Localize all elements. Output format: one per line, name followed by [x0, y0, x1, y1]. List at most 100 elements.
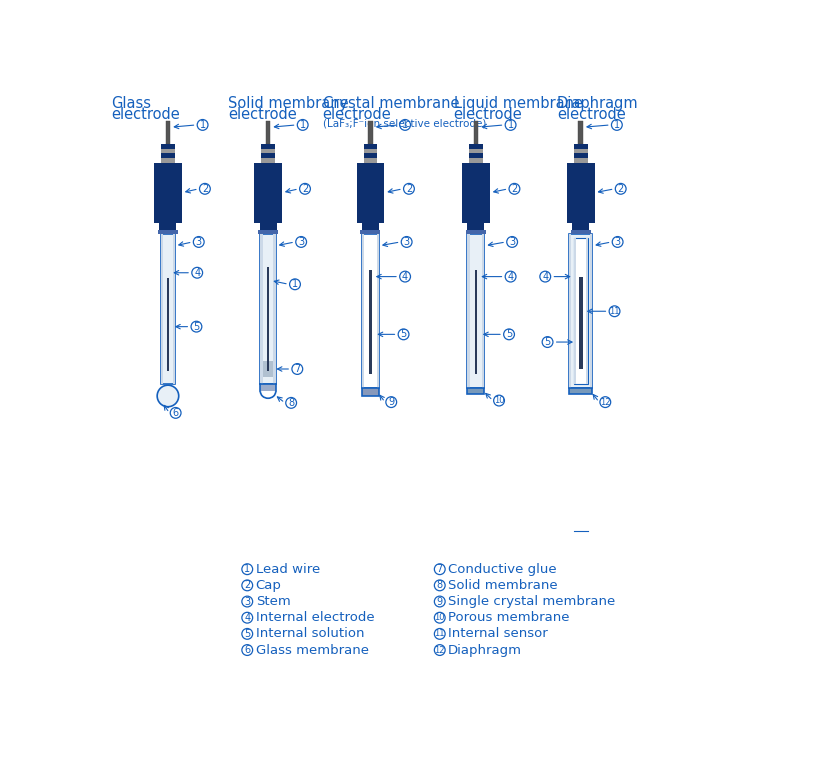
Bar [161, 234, 164, 384]
Bar [473, 121, 478, 144]
Bar [579, 277, 583, 369]
Text: Cap: Cap [256, 579, 282, 592]
Bar [468, 234, 470, 389]
Bar [590, 234, 592, 389]
Text: Glass: Glass [111, 96, 151, 111]
Text: Stem: Stem [256, 595, 290, 608]
Text: 8: 8 [288, 398, 294, 408]
Text: 5: 5 [544, 337, 551, 347]
Text: 4: 4 [507, 272, 514, 282]
Text: 3: 3 [298, 237, 304, 247]
Bar [468, 389, 484, 394]
Bar [154, 163, 182, 223]
Text: 5: 5 [506, 330, 512, 340]
Text: (LaF₃;F⁻ion selective electrode): (LaF₃;F⁻ion selective electrode) [323, 119, 486, 129]
Bar [362, 389, 379, 396]
Text: 2: 2 [406, 184, 412, 194]
Bar [166, 121, 170, 144]
Bar [466, 230, 486, 234]
Bar [376, 234, 379, 389]
Bar [363, 154, 377, 158]
Bar [574, 148, 588, 154]
Bar [569, 389, 592, 395]
Bar [159, 223, 177, 230]
Text: Lead wire: Lead wire [256, 563, 320, 576]
Text: Solid membrane: Solid membrane [228, 96, 349, 111]
Text: Single crystal membrane: Single crystal membrane [448, 595, 616, 608]
Bar [261, 158, 275, 163]
Text: Conductive glue: Conductive glue [448, 563, 556, 576]
Text: 3: 3 [404, 237, 409, 247]
Bar [161, 234, 175, 384]
Text: 4: 4 [543, 272, 548, 282]
Circle shape [157, 385, 178, 407]
Text: 3: 3 [509, 237, 515, 247]
Bar [362, 223, 379, 230]
Bar [357, 163, 385, 223]
Bar [574, 144, 588, 148]
Text: 1: 1 [300, 120, 306, 130]
Text: Crystal membrane: Crystal membrane [323, 96, 459, 111]
Bar [567, 163, 594, 223]
Bar [483, 234, 484, 389]
Text: 1: 1 [292, 279, 298, 289]
Text: Diaphragm: Diaphragm [556, 96, 639, 111]
Bar [572, 223, 589, 230]
Bar [469, 144, 483, 148]
Text: 1: 1 [507, 120, 514, 130]
Text: Solid membrane: Solid membrane [448, 579, 558, 592]
Bar [570, 230, 591, 234]
Bar [462, 163, 490, 223]
Text: 6: 6 [173, 408, 178, 418]
Text: 1: 1 [614, 120, 620, 130]
Bar [363, 144, 377, 148]
Bar [469, 154, 483, 158]
Bar [574, 238, 588, 384]
Bar [261, 384, 275, 392]
Text: 3: 3 [244, 597, 251, 607]
Text: 5: 5 [193, 321, 200, 332]
Text: 5: 5 [400, 330, 407, 340]
Text: Internal electrode: Internal electrode [256, 611, 374, 624]
Bar [263, 361, 274, 376]
Bar [261, 154, 275, 158]
Text: 7: 7 [436, 565, 443, 575]
Text: 10: 10 [494, 396, 504, 405]
Bar [585, 238, 588, 384]
Bar [261, 234, 263, 384]
Text: electrode: electrode [111, 107, 180, 122]
Bar [468, 223, 484, 230]
Text: Liquid membrane: Liquid membrane [454, 96, 583, 111]
Bar [261, 144, 275, 148]
Text: 7: 7 [294, 364, 300, 374]
Bar [469, 148, 483, 154]
Text: 9: 9 [436, 597, 443, 607]
Bar [261, 234, 275, 384]
Bar [161, 154, 175, 158]
Bar [574, 158, 588, 163]
Text: electrode: electrode [323, 107, 391, 122]
Text: Diaphragm: Diaphragm [448, 643, 522, 656]
Text: 1: 1 [200, 120, 206, 130]
Bar [469, 158, 483, 163]
Text: 6: 6 [244, 645, 251, 655]
Text: 10: 10 [435, 614, 445, 622]
Text: 12: 12 [435, 646, 445, 655]
Bar [369, 271, 372, 374]
Bar [161, 144, 175, 148]
Bar [158, 230, 178, 234]
Text: 2: 2 [302, 184, 308, 194]
Text: Porous membrane: Porous membrane [448, 611, 570, 624]
Text: 1: 1 [244, 565, 251, 575]
Bar [475, 271, 477, 374]
Text: 4: 4 [244, 613, 251, 623]
Bar [260, 223, 276, 230]
Bar [574, 238, 575, 384]
Text: electrode: electrode [556, 107, 626, 122]
Bar [261, 148, 275, 154]
Text: electrode: electrode [228, 107, 297, 122]
Bar [363, 148, 377, 154]
Bar [368, 121, 372, 144]
Text: Internal solution: Internal solution [256, 627, 364, 640]
Text: 2: 2 [244, 581, 251, 591]
